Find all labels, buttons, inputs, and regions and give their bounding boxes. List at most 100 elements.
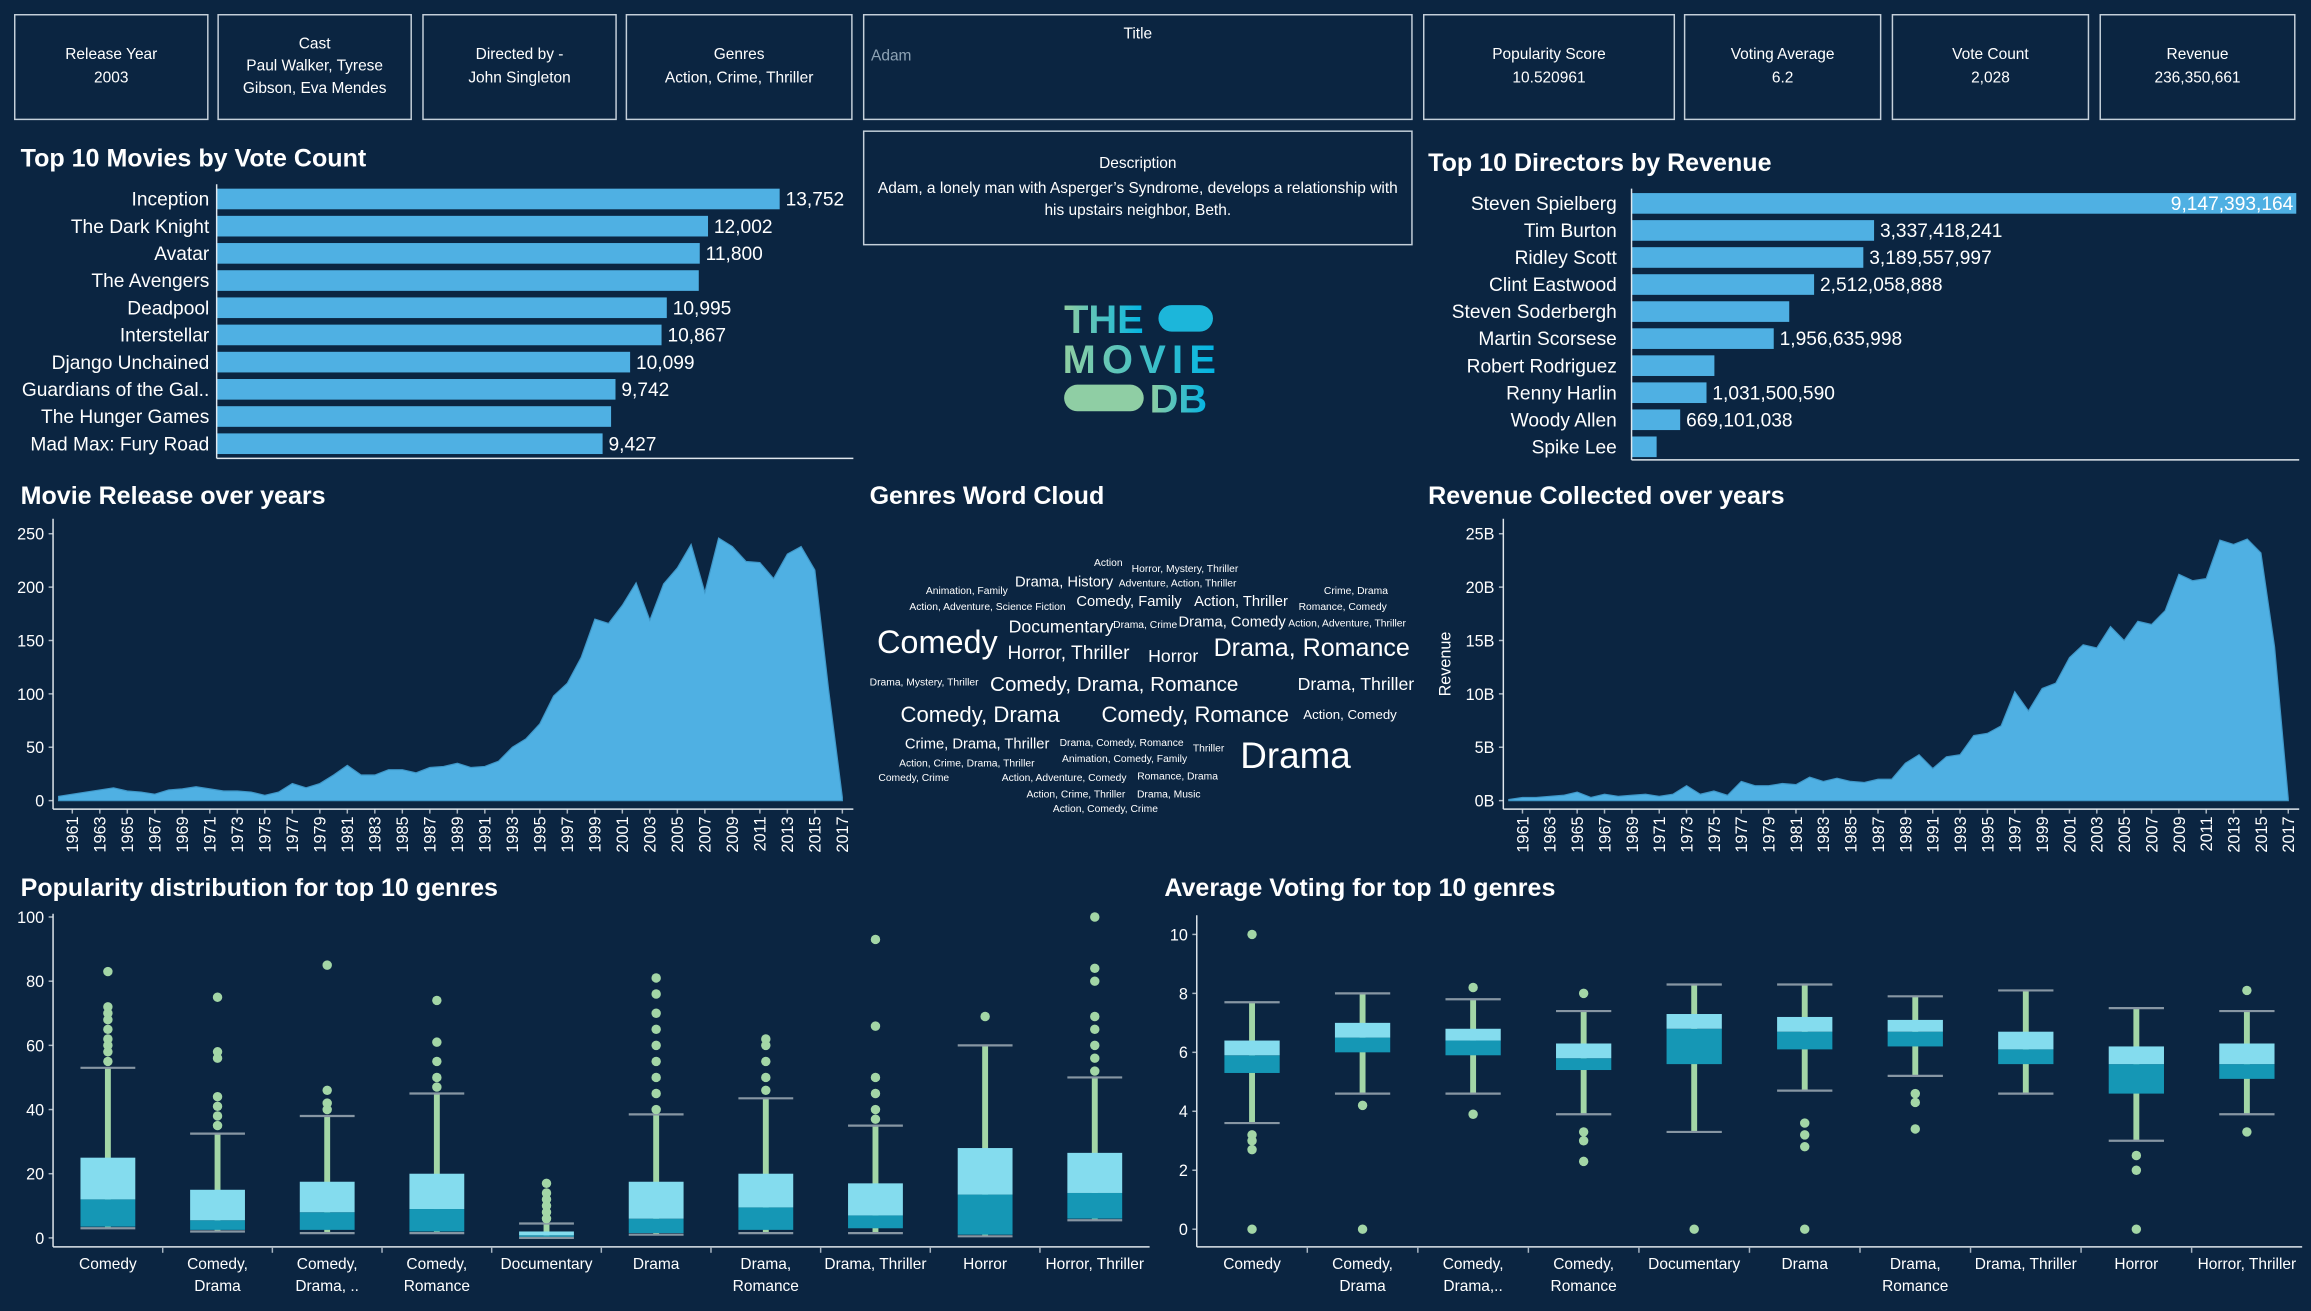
x-tick-label-text: Comedy, Drama,..: [1442, 1255, 1504, 1296]
outlier: [432, 1082, 442, 1092]
x-tick-label: Documentary: [1648, 1256, 1740, 1274]
bar-label: The Dark Knight: [71, 217, 210, 238]
x-tick-label: Documentary: [500, 1256, 592, 1274]
x-tick-label-text: Comedy, Romance: [1550, 1255, 1617, 1296]
outlier: [870, 1104, 881, 1115]
outlier: [212, 1111, 223, 1121]
title-input: Adam: [871, 47, 911, 64]
x-tick-label: 1991: [1925, 817, 1943, 853]
value-label: 2,512,058,888: [1820, 275, 1943, 296]
word: Action, Adventure, Thriller: [1288, 618, 1406, 629]
x-tick-label: 2007: [697, 817, 715, 853]
x-tick-label: 1973: [1678, 817, 1696, 853]
bar: [1631, 247, 1864, 268]
outlier: [212, 1091, 223, 1102]
x-tick-label-text: Drama, Thriller: [824, 1255, 927, 1274]
x-tick-label: Comedy, Drama: [163, 1254, 273, 1299]
y-axis-title: Revenue: [1436, 632, 1454, 697]
bar-label: Django Unchained: [52, 353, 210, 374]
x-tick-label-content: Horror, Thriller: [1040, 1254, 1150, 1276]
x-tick-label: 2011: [752, 817, 770, 852]
outlier: [1247, 1144, 1257, 1155]
x-tick-label-content: Drama, Romance: [1860, 1254, 1971, 1299]
x-tick-label-content: Comedy, Drama,..: [1418, 1254, 1529, 1299]
card-content: Voting Average 6.2: [1685, 15, 1881, 120]
bar: [216, 324, 662, 346]
word: Romance, Drama: [1137, 772, 1218, 783]
outlier: [212, 1047, 223, 1057]
outlier: [1910, 1088, 1920, 1099]
x-tick-label-content: Drama, Thriller: [821, 1254, 931, 1276]
x-tick-label: 1995: [1979, 817, 1997, 853]
value-label: 10,995: [673, 298, 732, 319]
bar: [1631, 328, 1774, 349]
outlier: [1800, 1118, 1810, 1128]
outlier: [980, 1011, 990, 1022]
x-tick-label: 2013: [779, 817, 797, 853]
box-upper: [1445, 1028, 1501, 1041]
description: Description Adam, a lonely man with Asper…: [878, 154, 1398, 219]
outlier: [1247, 1130, 1257, 1140]
outlier: [870, 1114, 881, 1124]
outlier: [1800, 1130, 1810, 1140]
y-tick-label: 60: [26, 1037, 44, 1055]
x-tick-label: 1977: [284, 817, 302, 853]
x-tick-label: 1993: [504, 817, 522, 853]
word: Crime, Drama: [1324, 586, 1388, 597]
value-label: 3,337,418,241: [1880, 221, 2003, 242]
y-tick-label: 250: [17, 526, 44, 544]
y-tick-label: 25B: [1466, 526, 1495, 544]
x-tick-label-text: Drama, Romance: [732, 1255, 799, 1296]
x-tick-label-content: Comedy, Drama: [163, 1254, 273, 1299]
value-label: 9,427: [608, 434, 656, 455]
word: Drama, History: [1015, 575, 1114, 591]
box-lower: [299, 1212, 355, 1230]
y-tick-label: 10: [1170, 926, 1188, 944]
x-tick-label: 1971: [202, 817, 220, 853]
x-tick-label: 1989: [1897, 817, 1915, 853]
x-tick-label: Drama, Thriller: [1975, 1256, 2077, 1274]
word: Drama, Romance: [1214, 634, 1410, 662]
outlier: [1090, 963, 1100, 974]
y-tick-label: 5B: [1475, 739, 1495, 757]
box-lower: [1998, 1049, 2054, 1065]
x-tick-label-text: Comedy, Romance: [403, 1255, 470, 1296]
card: Revenue 236,350,661: [2154, 46, 2240, 86]
box-upper: [848, 1183, 903, 1216]
outlier: [1689, 1224, 1699, 1234]
bar: [1631, 436, 1657, 458]
word: Comedy, Drama, Romance: [990, 673, 1238, 696]
x-tick-label: 1983: [367, 817, 385, 853]
x-tick-label-text: Comedy, Drama: [187, 1255, 248, 1296]
word: Romance, Comedy: [1299, 602, 1388, 613]
box-lower: [2219, 1064, 2275, 1079]
x-tick-label: Drama: [1781, 1256, 1827, 1274]
word: Action, Crime, Thriller: [1027, 789, 1126, 800]
bar-label: Guardians of the Gal..: [22, 380, 209, 401]
value-label: 9,742: [621, 380, 669, 401]
chart-title: Movie Release over years: [21, 482, 326, 510]
outlier: [1578, 1136, 1589, 1146]
value-label: 3,189,557,997: [1869, 248, 1992, 269]
card: Voting Average 6.2: [1685, 15, 1881, 120]
word: Comedy, Drama: [901, 702, 1061, 727]
x-tick-label: 2005: [669, 817, 687, 853]
x-tick-label-text: Comedy, Drama, ..: [295, 1255, 359, 1296]
bar-label: Mad Max: Fury Road: [30, 434, 209, 455]
word: Comedy: [877, 624, 998, 660]
x-tick-label-content: Horror: [2081, 1254, 2192, 1276]
y-tick-label: 8: [1179, 985, 1188, 1003]
word: Drama, Comedy, Romance: [1060, 738, 1184, 749]
x-tick-label: 1987: [422, 817, 440, 853]
box-lower: [1067, 1192, 1123, 1219]
outlier: [2131, 1224, 2142, 1234]
card-frame: [1423, 14, 1676, 121]
x-tick-label: 1971: [1651, 817, 1669, 853]
box-upper: [628, 1181, 684, 1219]
x-tick-label: 1997: [559, 817, 577, 853]
x-tick-label: 1985: [1843, 817, 1861, 853]
logo-pill: [1158, 305, 1213, 332]
box-upper: [299, 1181, 355, 1213]
bar: [1631, 193, 2297, 214]
outlier: [1247, 1224, 1257, 1234]
